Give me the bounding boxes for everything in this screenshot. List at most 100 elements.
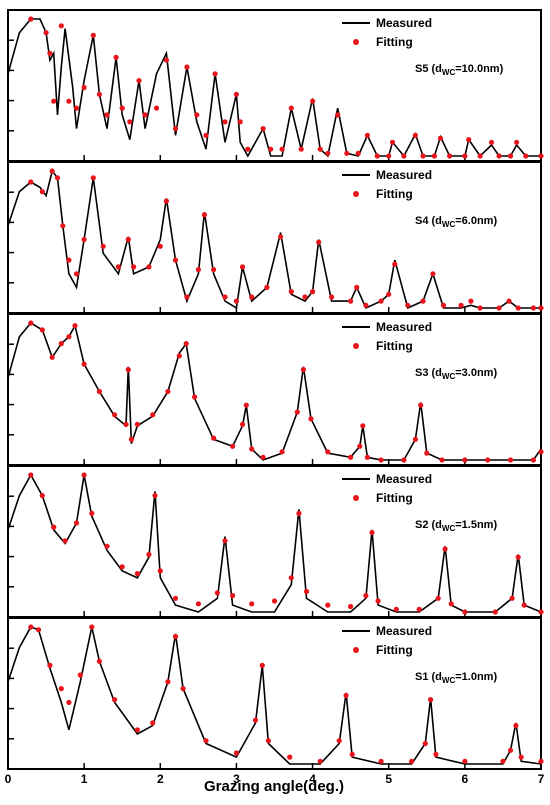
fitting-point (62, 538, 68, 544)
fitting-point (163, 57, 169, 63)
fitting-point (348, 603, 354, 610)
fitting-point (336, 738, 342, 744)
fitting-point (47, 50, 53, 56)
fitting-point (424, 450, 430, 456)
fitting-point (66, 334, 72, 340)
fitting-point (90, 32, 96, 39)
fitting-point (222, 119, 228, 125)
fitting-point (496, 153, 502, 159)
fitting-point (233, 750, 239, 756)
fitting-point (28, 472, 34, 478)
fitting-point (172, 595, 179, 601)
fitting-point (294, 409, 300, 415)
fitting-point (430, 271, 436, 277)
fitting-point (317, 758, 323, 764)
fitting-point (316, 239, 322, 245)
legend-fitting-label: Fitting (376, 339, 413, 353)
fitting-point (260, 126, 266, 132)
fitting-point (125, 367, 131, 373)
legend-measured-label: Measured (376, 472, 432, 486)
fitting-point (176, 353, 182, 359)
fitting-point (329, 294, 335, 300)
fitting-point (538, 153, 544, 159)
fitting-point (119, 105, 125, 111)
fitting-point (268, 146, 274, 152)
fitting-point (378, 457, 384, 463)
fitting-point (73, 105, 80, 111)
fitting-points-s1 (28, 624, 544, 764)
fitting-point (428, 697, 434, 703)
legend: Measured Fitting (342, 168, 432, 201)
legend-fitting-swatch (353, 495, 359, 501)
legend-measured-label: Measured (376, 320, 432, 334)
panel-frame (7, 465, 542, 618)
fitting-point (521, 602, 527, 608)
fitting-point (420, 298, 426, 304)
fitting-point (412, 132, 418, 138)
sample-label-s3: S3 (dWC=3.0nm) (415, 367, 497, 381)
fitting-point (60, 223, 66, 229)
fitting-point (437, 135, 444, 141)
fitting-point (233, 298, 239, 304)
x-tick-label: 2 (157, 772, 164, 786)
fitting-point (112, 412, 118, 418)
fitting-point (203, 132, 209, 138)
fitting-point (513, 723, 519, 729)
fitting-point (150, 720, 156, 726)
fitting-point (466, 137, 472, 143)
sample-label-s2: S2 (dWC=1.5nm) (415, 519, 497, 533)
measured-line-s3 (7, 321, 542, 461)
fitting-point (96, 658, 102, 664)
x-tick-label: 3 (233, 772, 240, 786)
legend-fitting-label: Fitting (376, 187, 413, 201)
fitting-point (515, 554, 521, 560)
fitting-point (245, 146, 251, 152)
fitting-point (492, 609, 498, 615)
x-axis-title: Grazing angle(deg.) (204, 778, 344, 795)
fitting-points-s5 (28, 16, 544, 159)
panel-frame (7, 9, 542, 162)
fitting-point (462, 153, 468, 159)
fitting-point (73, 520, 80, 526)
fitting-point (233, 91, 239, 97)
fitting-point (123, 421, 129, 427)
fitting-point (58, 686, 64, 692)
fitting-point (477, 153, 483, 159)
fitting-point (357, 443, 363, 449)
x-tick-label: 4 (309, 772, 316, 786)
fitting-point (90, 175, 96, 181)
fitting-point (237, 119, 243, 125)
fitting-point (125, 236, 131, 243)
fitting-point (128, 436, 134, 442)
fitting-point (134, 421, 140, 427)
legend-fitting-label: Fitting (376, 643, 413, 657)
fitting-point (440, 302, 447, 308)
x-axis: 0 1 2 3 4 5 6 7 (5, 772, 545, 786)
fitting-point (303, 588, 310, 595)
fitting-point (260, 454, 266, 460)
fitting-point (287, 754, 293, 760)
fitting-point (360, 423, 366, 429)
legend: Measured Fitting (342, 624, 432, 657)
fitting-point (35, 627, 42, 633)
fitting-point (363, 302, 369, 308)
sample-label-s1: S1 (dWC=1.0nm) (415, 671, 497, 685)
fitting-point (302, 294, 308, 300)
fitting-point (28, 624, 34, 630)
fitting-point (28, 16, 34, 22)
fitting-point (507, 457, 514, 463)
legend: Measured Fitting (342, 16, 432, 49)
fitting-point (298, 146, 304, 152)
fitting-point (488, 139, 495, 145)
fitting-point (279, 449, 285, 455)
legend-fitting-swatch (353, 39, 359, 45)
fitting-point (468, 298, 474, 304)
fitting-point (458, 302, 464, 308)
fitting-point (230, 593, 236, 599)
fitting-point (523, 153, 529, 159)
fitting-point (39, 189, 45, 195)
fitting-point (39, 327, 45, 333)
fitting-point (364, 454, 370, 460)
fitting-point (49, 168, 55, 174)
